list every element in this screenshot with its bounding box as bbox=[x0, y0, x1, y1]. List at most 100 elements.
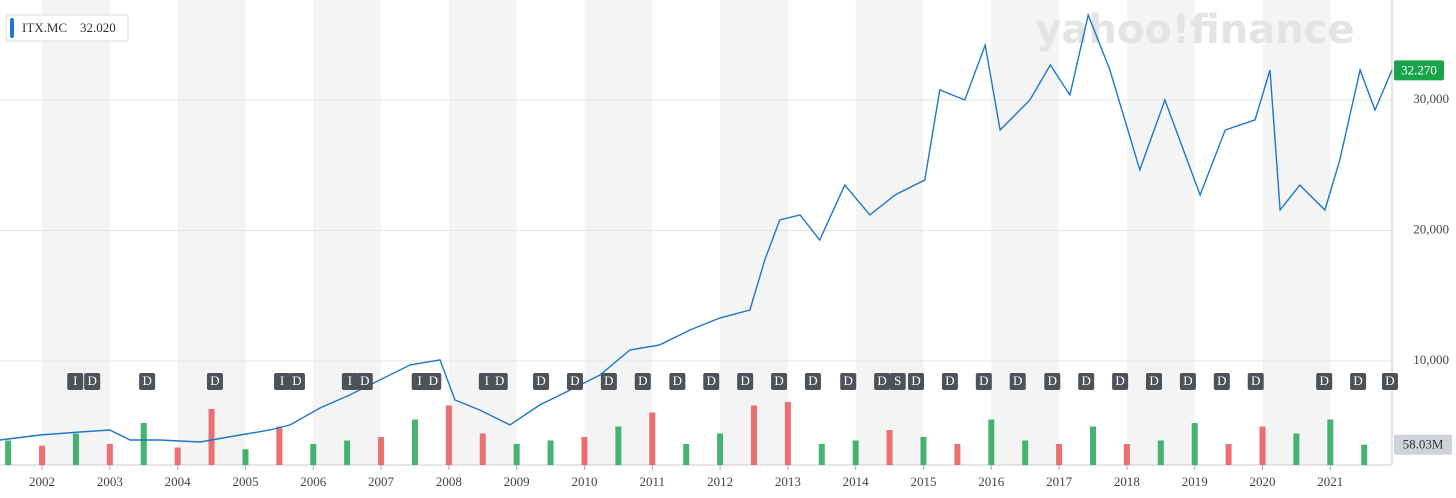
event-label: D bbox=[429, 373, 438, 388]
volume-bar bbox=[581, 437, 588, 465]
legend-name: ITX.MC bbox=[22, 20, 67, 35]
event-label: D bbox=[1082, 373, 1091, 388]
event-label: D bbox=[877, 373, 886, 388]
y-tick-label: 30,000 bbox=[1413, 91, 1449, 106]
x-tick-label: 2017 bbox=[1046, 474, 1073, 489]
event-label: I bbox=[280, 373, 284, 388]
volume-bar bbox=[1022, 440, 1029, 465]
volume-bar bbox=[344, 440, 351, 465]
volume-bar bbox=[1293, 433, 1300, 465]
volume-bar bbox=[750, 405, 757, 465]
volume-bar bbox=[242, 449, 249, 465]
event-label: D bbox=[1251, 373, 1260, 388]
x-tick-label: 2021 bbox=[1317, 474, 1343, 489]
event-label: D bbox=[1183, 373, 1192, 388]
event-marker bbox=[84, 373, 101, 390]
volume-bar bbox=[649, 412, 656, 465]
event-marker bbox=[1112, 373, 1129, 390]
year-band bbox=[584, 0, 653, 465]
volume-bar bbox=[1191, 423, 1198, 465]
volume-bar bbox=[1259, 426, 1266, 465]
volume-bar bbox=[717, 433, 724, 465]
event-label: D bbox=[360, 373, 369, 388]
year-band bbox=[1262, 0, 1331, 465]
event-label: D bbox=[1149, 373, 1158, 388]
x-tick-label: 2007 bbox=[368, 474, 395, 489]
event-label: D bbox=[1013, 373, 1022, 388]
event-marker bbox=[737, 373, 754, 390]
event-label: D bbox=[142, 373, 151, 388]
event-marker bbox=[1044, 373, 1061, 390]
x-tick-label: 2006 bbox=[300, 474, 327, 489]
event-label: D bbox=[638, 373, 647, 388]
event-label: D bbox=[945, 373, 954, 388]
volume-bar bbox=[1157, 440, 1164, 465]
event-marker bbox=[600, 373, 617, 390]
volume-bar bbox=[276, 426, 283, 465]
event-marker bbox=[975, 373, 992, 390]
volume-bar bbox=[1056, 444, 1063, 465]
volume-bar bbox=[1089, 426, 1096, 465]
event-marker bbox=[1078, 373, 1095, 390]
x-tick-label: 2012 bbox=[707, 474, 733, 489]
event-label: D bbox=[844, 373, 853, 388]
year-band bbox=[1126, 0, 1195, 465]
volume-bar bbox=[886, 430, 893, 465]
x-tick-label: 2004 bbox=[165, 474, 192, 489]
event-label: D bbox=[774, 373, 783, 388]
volume-bar bbox=[479, 433, 486, 465]
volume-bar bbox=[1123, 444, 1130, 465]
year-band bbox=[448, 0, 517, 465]
event-label: D bbox=[808, 373, 817, 388]
event-label: I bbox=[485, 373, 489, 388]
last-volume-label: 58.03M bbox=[1403, 437, 1444, 452]
volume-bar bbox=[818, 444, 825, 465]
x-tick-label: 2003 bbox=[97, 474, 123, 489]
event-label: D bbox=[495, 373, 504, 388]
x-tick-label: 2016 bbox=[978, 474, 1005, 489]
event-label: D bbox=[1385, 373, 1394, 388]
last-volume-box bbox=[1394, 434, 1452, 455]
event-marker bbox=[908, 373, 925, 390]
volume-bar bbox=[5, 440, 12, 465]
volume-bar bbox=[1361, 444, 1368, 465]
event-label: D bbox=[1353, 373, 1362, 388]
volume-bar bbox=[615, 426, 622, 465]
event-label: D bbox=[1115, 373, 1124, 388]
x-tick-label: 2020 bbox=[1249, 474, 1275, 489]
event-marker bbox=[941, 373, 958, 390]
x-tick-label: 2002 bbox=[29, 474, 55, 489]
event-marker bbox=[478, 373, 495, 390]
event-label: I bbox=[418, 373, 422, 388]
legend-box bbox=[5, 14, 129, 42]
x-tick-label: 2005 bbox=[232, 474, 258, 489]
event-marker bbox=[1179, 373, 1196, 390]
event-marker bbox=[425, 373, 442, 390]
event-marker bbox=[288, 373, 305, 390]
event-marker bbox=[1146, 373, 1163, 390]
event-label: D bbox=[1217, 373, 1226, 388]
event-marker bbox=[1213, 373, 1230, 390]
event-marker bbox=[139, 373, 156, 390]
x-tick-label: 2009 bbox=[504, 474, 530, 489]
x-tick-label: 2008 bbox=[436, 474, 462, 489]
event-marker bbox=[874, 373, 891, 390]
event-marker bbox=[1009, 373, 1026, 390]
year-band bbox=[177, 0, 246, 465]
volume-bar bbox=[513, 444, 520, 465]
event-marker bbox=[669, 373, 686, 390]
event-label: D bbox=[570, 373, 579, 388]
volume-bar bbox=[445, 405, 452, 465]
event-marker bbox=[341, 373, 358, 390]
event-label: D bbox=[1320, 373, 1329, 388]
volume-bar bbox=[310, 444, 317, 465]
year-band bbox=[42, 0, 110, 465]
event-marker bbox=[356, 373, 373, 390]
volume-bar bbox=[72, 433, 79, 465]
x-tick-label: 2018 bbox=[1114, 474, 1140, 489]
legend-swatch bbox=[10, 18, 14, 38]
event-label: S bbox=[894, 373, 901, 388]
year-band bbox=[991, 0, 1060, 465]
event-marker bbox=[1247, 373, 1264, 390]
